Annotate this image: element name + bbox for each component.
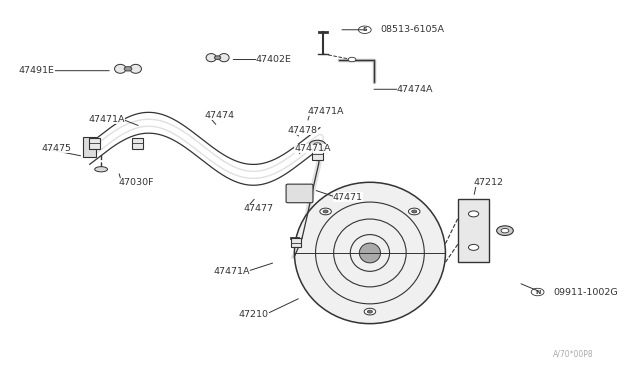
Bar <box>312 149 323 160</box>
Bar <box>291 238 301 247</box>
Circle shape <box>364 308 376 315</box>
Circle shape <box>468 211 479 217</box>
Text: 47477: 47477 <box>243 204 273 213</box>
Text: 47471A: 47471A <box>307 107 344 116</box>
Text: 47471A: 47471A <box>213 267 250 276</box>
Text: 47474A: 47474A <box>397 85 433 94</box>
Text: 47478: 47478 <box>288 126 318 135</box>
Text: 47471A: 47471A <box>88 115 125 124</box>
Text: 47475: 47475 <box>42 144 72 153</box>
Circle shape <box>309 140 326 150</box>
FancyBboxPatch shape <box>286 184 313 203</box>
Text: N: N <box>535 289 540 295</box>
Bar <box>89 138 100 149</box>
Ellipse shape <box>219 54 229 62</box>
Circle shape <box>124 67 132 71</box>
Circle shape <box>468 244 479 250</box>
Text: 47471: 47471 <box>333 193 363 202</box>
Bar <box>83 137 96 157</box>
Bar <box>458 199 489 262</box>
Circle shape <box>412 210 417 213</box>
Circle shape <box>408 208 420 215</box>
Text: 47471A: 47471A <box>294 144 331 153</box>
Circle shape <box>214 56 221 60</box>
Ellipse shape <box>294 182 445 324</box>
Text: 47030F: 47030F <box>118 178 154 187</box>
Text: 47491E: 47491E <box>19 66 54 75</box>
Ellipse shape <box>206 54 216 62</box>
Circle shape <box>314 143 321 147</box>
Circle shape <box>367 310 372 313</box>
Circle shape <box>348 57 356 62</box>
Text: S: S <box>362 27 367 32</box>
Text: 47474: 47474 <box>205 111 235 120</box>
Text: 09911-1002G: 09911-1002G <box>554 288 618 296</box>
Text: 47212: 47212 <box>474 178 504 187</box>
Circle shape <box>320 208 332 215</box>
Circle shape <box>497 226 513 235</box>
Circle shape <box>323 210 328 213</box>
Text: A/70*00P8: A/70*00P8 <box>552 350 593 359</box>
Ellipse shape <box>130 64 141 73</box>
Text: 47210: 47210 <box>239 310 269 319</box>
Bar <box>132 138 143 149</box>
Ellipse shape <box>95 167 108 172</box>
Text: 47402E: 47402E <box>256 55 292 64</box>
Circle shape <box>501 228 509 233</box>
Ellipse shape <box>115 64 126 73</box>
Text: 08513-6105A: 08513-6105A <box>381 25 445 34</box>
Ellipse shape <box>359 243 381 263</box>
